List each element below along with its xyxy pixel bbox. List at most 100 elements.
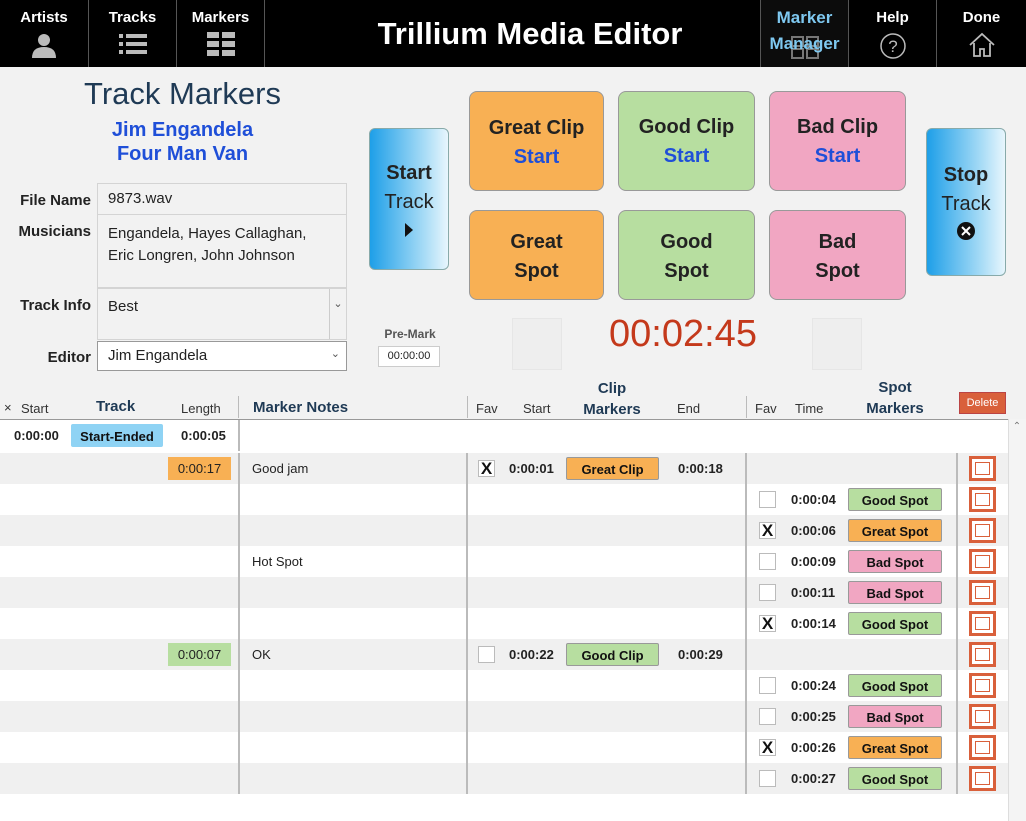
marker-note[interactable]: OK	[252, 647, 271, 662]
spot-fav-checkbox[interactable]	[759, 491, 776, 508]
marker-note[interactable]: Good jam	[252, 461, 309, 476]
clip-fav-checkbox[interactable]: X	[478, 460, 495, 477]
spot-fav-checkbox[interactable]: X	[759, 615, 776, 632]
row-delete-checkbox[interactable]	[969, 456, 996, 481]
column-divider	[238, 701, 240, 732]
nav-markers-label: Markers	[191, 9, 250, 26]
stop-track-button[interactable]: Stop Track	[926, 128, 1006, 276]
col-track-header: Track	[96, 398, 136, 415]
app-title: Trillium Media Editor	[377, 16, 683, 51]
marker-note[interactable]: Hot Spot	[252, 554, 303, 569]
spot-fav-checkbox[interactable]	[759, 677, 776, 694]
row-delete-checkbox[interactable]	[969, 611, 996, 636]
close-icon[interactable]: ×	[4, 400, 12, 415]
track-info-field[interactable]: Best ⌄	[97, 288, 347, 340]
nav-help-label: Help	[876, 9, 909, 26]
track-status-badge: Start-Ended	[71, 424, 163, 447]
table-row: 0:00:25 Bad Spot	[0, 701, 1008, 732]
spot-fav-checkbox[interactable]	[759, 584, 776, 601]
start-track-line2: Track	[384, 191, 434, 213]
spot-marker-badge: Great Spot	[848, 736, 942, 759]
good-spot-button[interactable]: Good Spot	[618, 210, 755, 300]
nav-artists-button[interactable]: Artists	[0, 0, 89, 67]
good-clip-start-button[interactable]: Good Clip Start	[618, 91, 755, 191]
stop-track-line1: Stop	[943, 164, 989, 186]
column-divider	[466, 732, 468, 763]
spot-fav-checkbox[interactable]	[759, 708, 776, 725]
bad-spot-line1: Bad	[818, 231, 857, 253]
spot-time: 0:00:25	[791, 709, 836, 724]
help-icon: ?	[879, 33, 906, 59]
great-spot-button[interactable]: Great Spot	[469, 210, 604, 300]
great-spot-line2: Spot	[514, 260, 559, 282]
spot-marker-badge: Bad Spot	[848, 550, 942, 573]
clip-end-time: 0:00:18	[678, 461, 723, 476]
clip-length-badge: 0:00:07	[168, 643, 231, 666]
file-name-field[interactable]: 9873.wav	[97, 183, 347, 215]
marker-manager-line1: Marker	[776, 8, 833, 27]
column-divider	[745, 701, 747, 732]
column-divider	[956, 515, 958, 546]
spot-marker-badge: Bad Spot	[848, 705, 942, 728]
good-clip-line2: Start	[663, 145, 710, 167]
placeholder-box	[512, 318, 562, 370]
row-delete-checkbox[interactable]	[969, 766, 996, 791]
row-delete-checkbox[interactable]	[969, 518, 996, 543]
musicians-label: Musicians	[18, 223, 91, 240]
start-track-button[interactable]: Start Track	[369, 128, 449, 270]
col-clip-markers-header: Clip Markers	[570, 378, 654, 420]
editor-select[interactable]: Jim Engandela ⌄	[97, 341, 347, 371]
musicians-field[interactable]: Engandela, Hayes Callaghan, Eric Longren…	[97, 214, 347, 288]
nav-markers-button[interactable]: Markers	[177, 0, 265, 67]
clip-end-time: 0:00:29	[678, 647, 723, 662]
column-divider	[956, 701, 958, 732]
row-delete-checkbox[interactable]	[969, 704, 996, 729]
spot-time: 0:00:26	[791, 740, 836, 755]
column-divider	[745, 577, 747, 608]
elapsed-timer: 00:02:45	[609, 313, 757, 355]
great-clip-line1: Great Clip	[488, 117, 585, 139]
spot-marker-badge: Bad Spot	[848, 581, 942, 604]
nav-tracks-button[interactable]: Tracks	[89, 0, 177, 67]
column-divider	[466, 484, 468, 515]
column-divider	[745, 732, 747, 763]
grid-icon	[206, 32, 235, 56]
page-title: Track Markers	[84, 76, 281, 111]
spot-fav-checkbox[interactable]: X	[759, 739, 776, 756]
column-divider	[745, 515, 747, 546]
row-delete-checkbox[interactable]	[969, 487, 996, 512]
nav-help-button[interactable]: Help ?	[849, 0, 937, 67]
table-row: 0:00:07 OK 0:00:22 Good Clip 0:00:29	[0, 639, 1008, 670]
track-info-value: Best	[108, 298, 139, 315]
row-delete-checkbox[interactable]	[969, 642, 996, 667]
vertical-scrollbar[interactable]	[1008, 419, 1026, 821]
clip-fav-checkbox[interactable]	[478, 646, 495, 663]
spot-time: 0:00:24	[791, 678, 836, 693]
spot-marker-badge: Good Spot	[848, 612, 942, 635]
nav-artists-label: Artists	[20, 9, 68, 26]
scroll-up-icon[interactable]: ⌃	[1012, 421, 1022, 432]
pre-mark-field[interactable]: 00:00:00	[378, 346, 440, 367]
bad-spot-button[interactable]: Bad Spot	[769, 210, 906, 300]
nav-marker-manager-button[interactable]: Marker Manager	[760, 0, 849, 67]
row-delete-checkbox[interactable]	[969, 673, 996, 698]
top-nav-bar: Artists Tracks Markers Trillium Media Ed…	[0, 0, 1026, 67]
column-divider	[238, 577, 240, 608]
row-delete-checkbox[interactable]	[969, 549, 996, 574]
delete-button[interactable]: Delete	[959, 392, 1006, 414]
row-delete-checkbox[interactable]	[969, 735, 996, 760]
bad-clip-start-button[interactable]: Bad Clip Start	[769, 91, 906, 191]
spot-fav-checkbox[interactable]: X	[759, 522, 776, 539]
spot-time: 0:00:11	[791, 585, 836, 600]
good-spot-line1: Good	[660, 231, 713, 253]
spot-fav-checkbox[interactable]	[759, 553, 776, 570]
spot-fav-checkbox[interactable]	[759, 770, 776, 787]
chevron-down-icon[interactable]: ⌄	[329, 289, 346, 339]
track-row: 0:00:00 Start-Ended 0:00:05	[0, 420, 1008, 451]
table-row: 0:00:04 Good Spot	[0, 484, 1008, 515]
column-divider	[956, 608, 958, 639]
row-delete-checkbox[interactable]	[969, 580, 996, 605]
great-clip-start-button[interactable]: Great Clip Start	[469, 91, 604, 191]
nav-done-button[interactable]: Done	[937, 0, 1026, 67]
pre-mark-label: Pre-Mark	[384, 327, 436, 341]
